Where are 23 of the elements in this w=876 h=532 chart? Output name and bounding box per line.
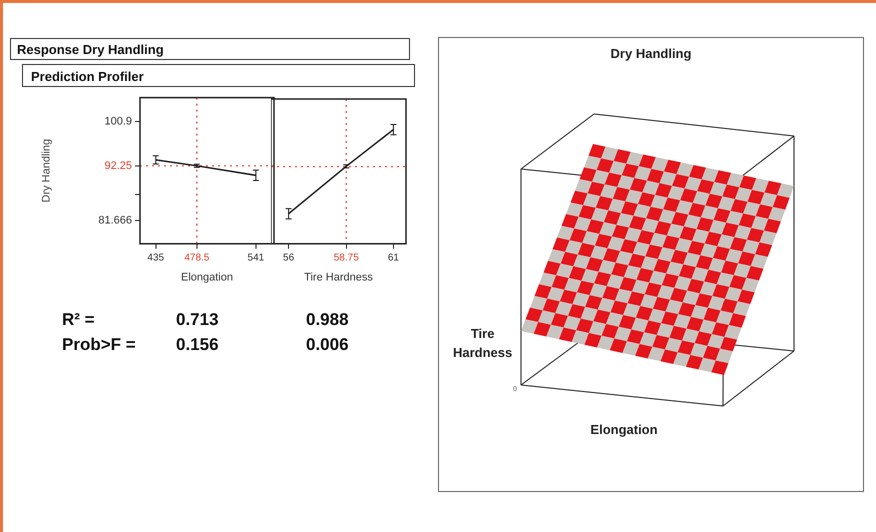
x-tick-label: 435 — [147, 252, 165, 264]
y-tick-label: 81.666 — [98, 214, 132, 226]
x-tick-label: 478.5 — [184, 252, 210, 264]
text: Elongation — [589, 422, 659, 437]
x-axis-title: Tire Hardness — [304, 271, 374, 284]
text: 0.156 — [176, 335, 219, 355]
text: 0.713 — [176, 310, 219, 330]
chart-subtitle: Prediction Profiler — [22, 64, 415, 87]
y-axis-title: Dry Handling — [40, 138, 53, 202]
text: Dry Handling — [610, 46, 692, 61]
text: Prob>F = — [62, 335, 136, 355]
x-tick-label: 58.75 — [334, 252, 360, 264]
x-tick-label: 56 — [283, 252, 295, 264]
text: R² = — [62, 310, 95, 330]
x-tick-label: 541 — [248, 252, 265, 264]
y-tick-label: 100.9 — [104, 115, 132, 128]
x-axis-title: Elongation — [181, 271, 233, 284]
text: Tire Hardness — [453, 325, 512, 362]
x-tick-label: 61 — [388, 252, 400, 264]
y-tick-label: 92.25 — [104, 160, 132, 172]
text: 0.006 — [306, 335, 349, 355]
text: 0.988 — [306, 310, 349, 330]
chart-title: Response Dry Handling — [10, 38, 410, 60]
